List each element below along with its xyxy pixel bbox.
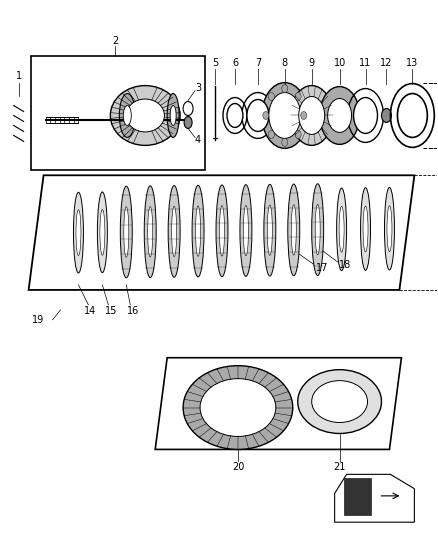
Ellipse shape (183, 366, 293, 449)
Ellipse shape (387, 206, 392, 252)
Ellipse shape (167, 94, 179, 138)
Ellipse shape (299, 96, 325, 134)
Ellipse shape (119, 94, 135, 138)
Ellipse shape (268, 92, 274, 100)
Ellipse shape (76, 209, 81, 255)
Polygon shape (344, 478, 371, 515)
Ellipse shape (269, 93, 301, 139)
Ellipse shape (291, 86, 332, 146)
Ellipse shape (263, 111, 269, 119)
Text: 10: 10 (333, 58, 346, 68)
Ellipse shape (196, 206, 201, 256)
Ellipse shape (144, 186, 156, 278)
Ellipse shape (168, 185, 180, 277)
Ellipse shape (247, 100, 269, 132)
Ellipse shape (288, 184, 300, 276)
Ellipse shape (184, 117, 192, 128)
Ellipse shape (264, 184, 276, 276)
Ellipse shape (381, 109, 392, 123)
Ellipse shape (172, 206, 177, 256)
Text: 17: 17 (315, 263, 328, 273)
Ellipse shape (74, 192, 83, 273)
Ellipse shape (328, 99, 352, 132)
Ellipse shape (170, 106, 176, 125)
Text: 20: 20 (232, 462, 244, 472)
Ellipse shape (295, 92, 301, 100)
Text: 13: 13 (406, 58, 419, 68)
Ellipse shape (301, 111, 307, 119)
Text: 1: 1 (16, 70, 22, 80)
Ellipse shape (363, 206, 368, 252)
Text: 11: 11 (360, 58, 372, 68)
Bar (31, 55, 205, 171)
Polygon shape (335, 474, 414, 522)
Ellipse shape (312, 381, 367, 423)
Text: 4: 4 (195, 135, 201, 146)
Ellipse shape (360, 188, 371, 270)
Ellipse shape (268, 131, 274, 139)
Ellipse shape (124, 207, 129, 257)
Text: 15: 15 (105, 306, 117, 316)
Ellipse shape (339, 206, 344, 252)
Ellipse shape (227, 103, 243, 127)
Text: 21: 21 (333, 462, 346, 472)
Text: 2: 2 (112, 36, 118, 46)
Ellipse shape (267, 205, 272, 255)
Ellipse shape (337, 188, 346, 271)
Text: 6: 6 (232, 58, 238, 68)
Ellipse shape (312, 184, 324, 276)
Ellipse shape (244, 205, 248, 256)
Text: 9: 9 (309, 58, 315, 68)
Ellipse shape (192, 185, 204, 277)
Text: 5: 5 (212, 58, 218, 68)
Ellipse shape (124, 106, 131, 125)
Text: 12: 12 (380, 58, 392, 68)
Ellipse shape (148, 206, 153, 257)
Text: 3: 3 (195, 83, 201, 93)
Ellipse shape (397, 94, 427, 138)
Ellipse shape (126, 99, 164, 132)
Ellipse shape (219, 206, 225, 256)
Ellipse shape (240, 184, 252, 277)
Ellipse shape (282, 85, 288, 93)
Ellipse shape (298, 370, 381, 433)
Ellipse shape (385, 188, 395, 270)
Text: 14: 14 (84, 306, 96, 316)
Ellipse shape (315, 204, 320, 255)
Text: 8: 8 (282, 58, 288, 68)
Ellipse shape (295, 131, 301, 139)
Ellipse shape (291, 205, 296, 255)
Ellipse shape (282, 139, 288, 147)
Ellipse shape (262, 83, 308, 148)
Ellipse shape (120, 186, 132, 278)
Text: 7: 7 (255, 58, 261, 68)
Text: 19: 19 (32, 315, 45, 325)
Text: 18: 18 (339, 260, 351, 270)
Ellipse shape (320, 86, 360, 144)
Ellipse shape (100, 209, 105, 255)
Ellipse shape (216, 185, 228, 277)
Text: 16: 16 (127, 306, 139, 316)
Ellipse shape (353, 98, 378, 133)
Ellipse shape (97, 192, 107, 273)
Ellipse shape (200, 378, 276, 437)
Ellipse shape (110, 86, 180, 146)
